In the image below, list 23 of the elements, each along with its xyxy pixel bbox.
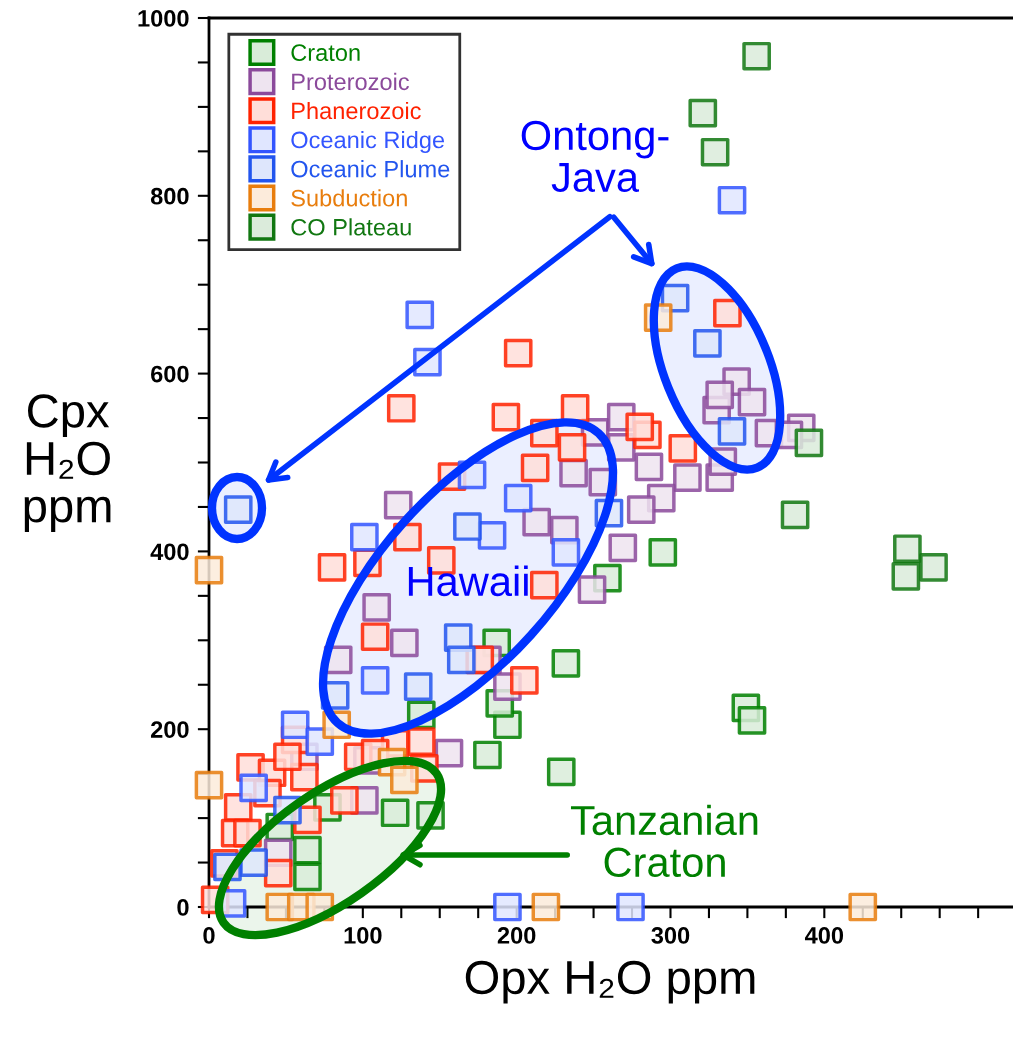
y-tick-label: 600 [151,365,189,383]
annotation: Ontong- Java [521,120,669,193]
x-tick-label: 100 [344,927,382,944]
legend-label: Oceanic Ridge [291,130,445,153]
y-tick-label: 800 [150,187,189,205]
y-axis-title: Cpx H₂O ppm [24,394,111,532]
legend-label: Proterozoic [292,72,410,91]
legend-label: Phanerozoic [292,101,421,120]
x-tick-label: 300 [651,927,690,944]
legend-label: Subduction [291,189,407,207]
x-tick-label: 0 [203,927,215,944]
y-tick-label: 200 [150,721,189,738]
x-axis-title: Opx H₂O ppm [465,960,755,1004]
legend-label: Oceanic Plume [291,160,450,178]
annotation: Tanzanian Craton [570,804,758,878]
y-tick-label: 400 [150,543,189,561]
annotation: Hawaii [408,565,528,597]
x-tick-label: 400 [804,927,844,944]
legend-label: Craton [291,44,360,62]
legend-label: CO Plateau [291,218,411,236]
x-tick-label: 200 [497,927,536,944]
y-tick-label: 1000 [138,10,189,27]
y-tick-label: 0 [177,899,189,916]
